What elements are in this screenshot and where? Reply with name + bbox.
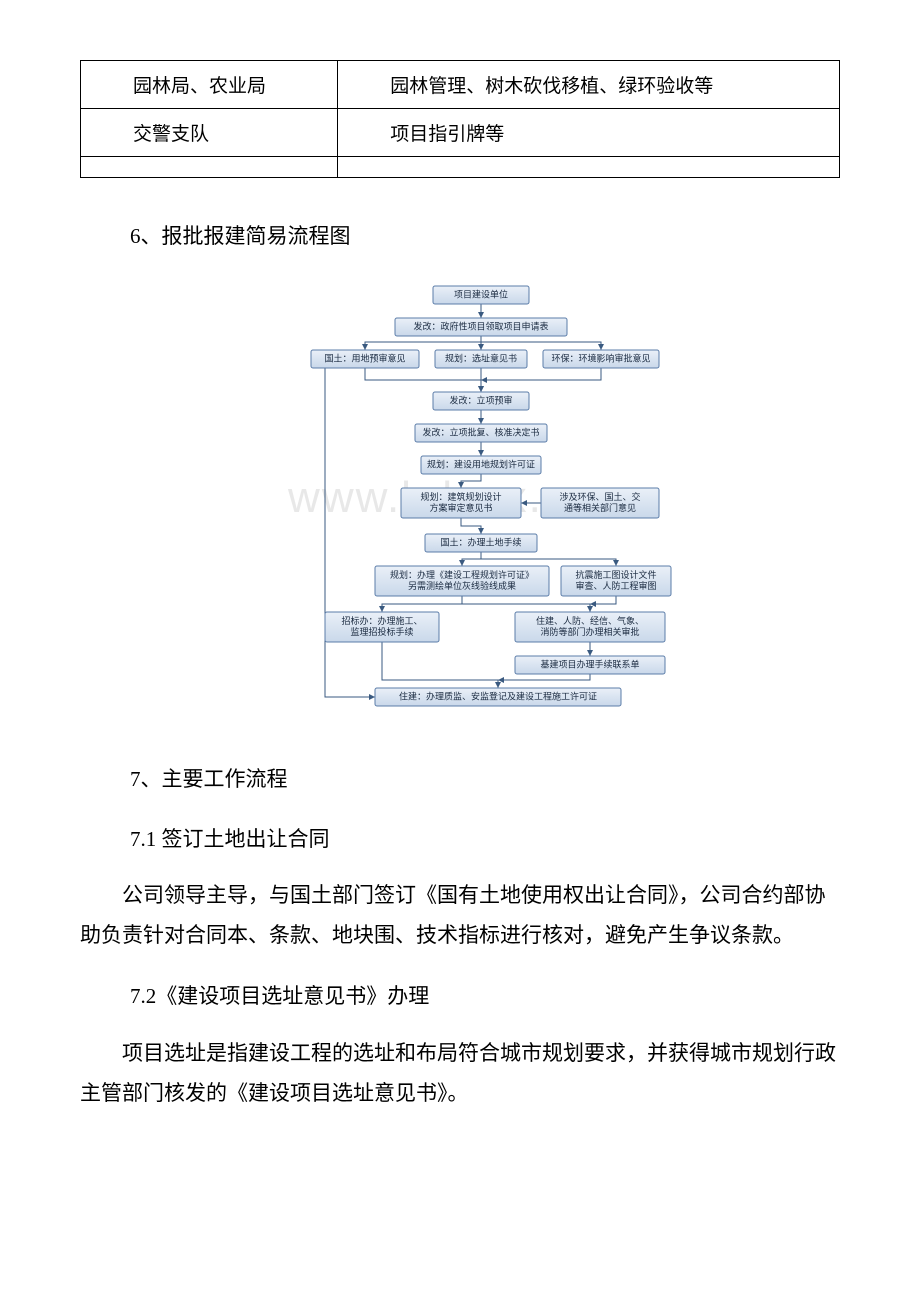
flow-node-label: 审查、人防工程审图 xyxy=(575,580,656,591)
table-row: 园林局、农业局 园林管理、树木砍伐移植、绿环验收等 xyxy=(81,61,840,109)
section7-1-title: 7.1 签订土地出让合同 xyxy=(130,821,840,859)
table-cell: 园林局、农业局 xyxy=(81,61,338,109)
flow-edge xyxy=(325,368,375,697)
table-cell xyxy=(81,157,338,178)
table-cell xyxy=(338,157,840,178)
flow-node-label: 项目建设单位 xyxy=(454,288,508,299)
flow-edge xyxy=(462,552,481,566)
flow-node-label: 消防等部门办理相关审批 xyxy=(540,626,639,637)
flow-node-label: 国土：办理土地手续 xyxy=(440,536,521,547)
table-row: 交警支队 项目指引牌等 xyxy=(81,109,840,157)
flow-node-label: 发改：政府性项目领取项目申请表 xyxy=(413,320,548,331)
flow-node-label: 发改：立项预审 xyxy=(449,394,512,405)
table-row xyxy=(81,157,840,178)
section7-2-title: 7.2《建设项目选址意见书》办理 xyxy=(130,978,840,1016)
flow-edge xyxy=(461,474,481,488)
flow-edge xyxy=(365,336,481,350)
flow-node-label: 监理招投标手续 xyxy=(350,626,413,637)
flow-node-label: 国土：用地预审意见 xyxy=(324,352,405,363)
table-cell: 交警支队 xyxy=(81,109,338,157)
flow-node-label: 规划：选址意见书 xyxy=(445,352,517,363)
flow-node-label: 规划：办理《建设工程规划许可证》 xyxy=(390,569,534,580)
section7-2-body: 项目选址是指建设工程的选址和布局符合城市规划要求，并获得城市规划行政主管部门核发… xyxy=(80,1034,840,1114)
flow-edge xyxy=(382,642,498,688)
flow-edge xyxy=(481,368,601,380)
flow-node-label: 环保：环境影响审批意见 xyxy=(551,352,650,363)
flow-node-label: 涉及环保、国土、交 xyxy=(559,491,640,502)
flow-node-label: 住建：办理质监、安监登记及建设工程施工许可证 xyxy=(399,690,597,701)
flow-edge xyxy=(590,596,616,604)
flow-edge xyxy=(481,552,616,566)
flow-edge xyxy=(461,518,481,534)
dept-table: 园林局、农业局 园林管理、树木砍伐移植、绿环验收等 交警支队 项目指引牌等 xyxy=(80,60,840,178)
flowchart-container: www.bdocx.com 项目建设单位发改：政府性项目领取项目申请表国土：用地… xyxy=(80,276,840,721)
section7-1-body: 公司领导主导，与国土部门签订《国有土地使用权出让合同》，公司合约部协助负责针对合… xyxy=(80,876,840,956)
flow-node-label: 招标办：办理施工、 xyxy=(341,615,422,626)
flow-node-label: 住建、人防、经信、气象、 xyxy=(536,615,644,626)
flow-edge xyxy=(498,674,590,680)
flow-node-label: 方案审定意见书 xyxy=(429,502,492,513)
flow-node-label: 发改：立项批复、核准决定书 xyxy=(422,426,539,437)
flow-node-label: 抗震施工图设计文件 xyxy=(575,569,656,580)
section6-title: 6、报批报建简易流程图 xyxy=(130,218,840,256)
section7-title: 7、主要工作流程 xyxy=(130,761,840,799)
table-cell: 园林管理、树木砍伐移植、绿环验收等 xyxy=(338,61,840,109)
flow-edge xyxy=(481,336,601,350)
flow-edge xyxy=(462,596,590,612)
flow-edge xyxy=(382,596,462,612)
approval-flowchart: 项目建设单位发改：政府性项目领取项目申请表国土：用地预审意见 规划：选址意见书 环保… xyxy=(225,276,695,716)
flow-node-label: 另需测绘单位灰线验线成果 xyxy=(408,580,516,591)
flow-edge xyxy=(365,368,481,392)
table-cell: 项目指引牌等 xyxy=(338,109,840,157)
flow-node-label: 基建项目办理手续联系单 xyxy=(540,658,639,669)
flow-node-label: 通等相关部门意见 xyxy=(564,502,636,513)
flow-node-label: 规划：建筑规划设计 xyxy=(420,491,501,502)
flow-node-label: 规划：建设用地规划许可证 xyxy=(427,458,535,469)
